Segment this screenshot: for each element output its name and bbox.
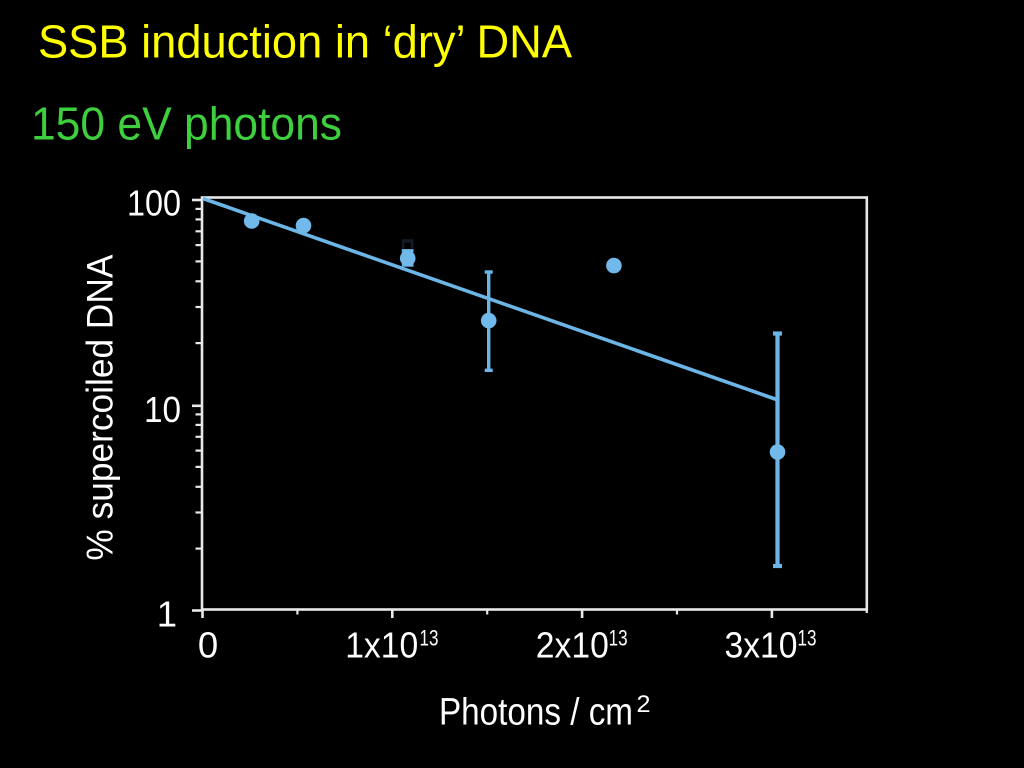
svg-text:2: 2	[637, 691, 651, 718]
svg-text:Photons / cm: Photons / cm	[439, 691, 633, 733]
svg-text:3x10: 3x10	[725, 625, 798, 666]
svg-text:1x10: 1x10	[345, 625, 418, 666]
svg-text:0: 0	[198, 625, 218, 666]
svg-text:13: 13	[420, 626, 439, 651]
svg-text:1: 1	[157, 594, 177, 635]
svg-text:% supercoiled DNA: % supercoiled DNA	[80, 254, 121, 560]
svg-text:10: 10	[144, 389, 181, 430]
svg-text:150 eV photons: 150 eV photons	[31, 98, 342, 150]
svg-text:100: 100	[127, 183, 181, 224]
svg-text:13: 13	[609, 626, 628, 651]
svg-text:13: 13	[798, 626, 817, 651]
svg-text:SSB induction in ‘dry’ DNA: SSB induction in ‘dry’ DNA	[38, 16, 572, 68]
svg-text:2x10: 2x10	[536, 625, 609, 666]
